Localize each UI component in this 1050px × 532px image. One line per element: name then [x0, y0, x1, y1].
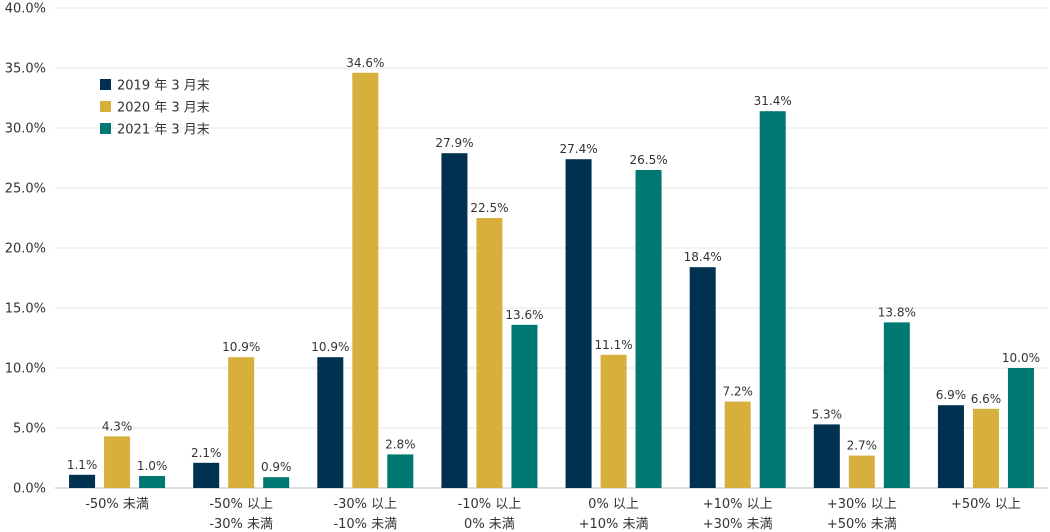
gridlines — [55, 7, 1048, 489]
x-tick-label: +50% 未満 — [827, 517, 897, 532]
y-tick-label: 25.0% — [5, 182, 46, 197]
data-label: 10.9% — [222, 340, 260, 354]
data-label: 0.9% — [261, 460, 292, 474]
x-tick-label: +30% 未満 — [703, 517, 773, 532]
data-label: 2.8% — [385, 437, 416, 451]
x-tick-label: +10% 以上 — [703, 497, 773, 512]
data-label: 18.4% — [684, 250, 722, 264]
x-tick-label: +50% 以上 — [951, 497, 1021, 512]
bar — [565, 159, 592, 488]
data-label: 6.6% — [971, 392, 1002, 406]
bar — [193, 462, 220, 488]
legend-swatch — [100, 79, 111, 90]
bar — [600, 354, 627, 488]
x-tick-label: -30% 以上 — [333, 497, 397, 512]
x-tick-label: +30% 以上 — [827, 497, 897, 512]
data-label: 31.4% — [754, 94, 792, 108]
data-label: 2.1% — [191, 446, 222, 460]
bar — [759, 111, 786, 488]
bar — [69, 474, 96, 488]
bar — [352, 72, 379, 489]
bar — [813, 424, 840, 488]
bar — [387, 454, 414, 488]
bar — [441, 153, 468, 488]
legend-swatch — [100, 123, 111, 134]
legend-swatch — [100, 101, 111, 112]
x-tick-label: -30% 未満 — [209, 517, 273, 532]
data-label: 2.7% — [847, 439, 878, 453]
x-tick-label: -50% 以上 — [209, 497, 273, 512]
y-tick-label: 30.0% — [5, 122, 46, 137]
legend: 2019 年 3 月末 2020 年 3 月末 2021 年 3 月末 — [100, 79, 210, 138]
x-tick-label: -10% 未満 — [333, 517, 397, 532]
data-label: 22.5% — [470, 201, 508, 215]
bars — [69, 72, 1034, 489]
data-label: 34.6% — [346, 56, 384, 70]
data-label: 10.9% — [311, 340, 349, 354]
data-label: 13.6% — [505, 308, 543, 322]
bar — [1007, 368, 1034, 488]
y-tick-label: 5.0% — [13, 422, 46, 437]
legend-label: 2020 年 3 月末 — [117, 101, 210, 116]
bar — [635, 170, 662, 488]
bar — [511, 324, 538, 488]
y-tick-label: 0.0% — [13, 482, 46, 497]
x-tick-label: -10% 以上 — [458, 497, 522, 512]
x-tick-label: 0% 以上 — [588, 497, 639, 512]
data-label: 10.0% — [1002, 351, 1040, 365]
data-label: 27.4% — [560, 142, 598, 156]
data-label: 13.8% — [878, 305, 916, 319]
y-axis: 0.0% 5.0% 10.0% 15.0% 20.0% 25.0% 30.0% 35.0% 40… — [5, 2, 46, 497]
bar — [883, 322, 910, 488]
x-tick-label: 0% 未満 — [464, 517, 515, 532]
legend-label: 2021 年 3 月末 — [117, 123, 210, 138]
data-label: 5.3% — [812, 407, 843, 421]
bar — [689, 267, 716, 488]
x-axis: -50% 未満 -50% 以上 -30% 未満 -30% 以上 -10% 未満 -10% … — [85, 497, 1021, 532]
y-tick-label: 20.0% — [5, 242, 46, 257]
y-tick-label: 10.0% — [5, 362, 46, 377]
data-labels: 1.1% 4.3% 1.0% 2.1% 10.9% 0.9% 10.9% 34.6% 2.8% 2… — [67, 56, 1040, 474]
bar — [317, 357, 344, 488]
data-label: 7.2% — [722, 385, 753, 399]
bar — [228, 357, 255, 488]
legend-label: 2019 年 3 月末 — [117, 79, 210, 94]
data-label: 6.9% — [936, 388, 967, 402]
bar — [972, 408, 999, 488]
data-label: 26.5% — [630, 153, 668, 167]
bar — [139, 476, 166, 488]
data-label: 4.3% — [102, 419, 133, 433]
data-label: 1.1% — [67, 458, 98, 472]
data-label: 27.9% — [435, 136, 473, 150]
data-label: 11.1% — [595, 338, 633, 352]
y-tick-label: 40.0% — [5, 2, 46, 17]
bar — [104, 436, 131, 488]
bar — [476, 218, 503, 488]
bar — [937, 405, 964, 488]
x-tick-label: -50% 未満 — [85, 497, 149, 512]
x-tick-label: +10% 未満 — [579, 517, 649, 532]
bar — [848, 455, 875, 488]
bar — [263, 477, 290, 488]
y-tick-label: 15.0% — [5, 302, 46, 317]
data-label: 1.0% — [137, 459, 168, 473]
bar — [724, 401, 751, 488]
y-tick-label: 35.0% — [5, 62, 46, 77]
